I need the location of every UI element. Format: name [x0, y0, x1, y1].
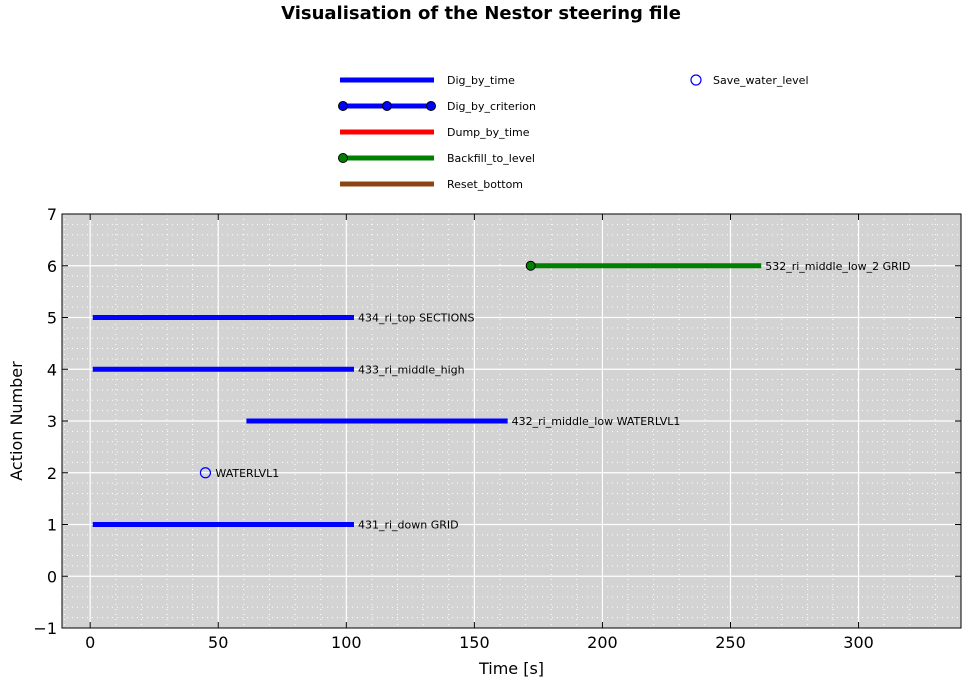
legend-marker — [338, 153, 348, 163]
x-tick-label: 100 — [331, 633, 362, 652]
y-tick-label: −1 — [33, 619, 57, 638]
series-label: 433_ri_middle_high — [358, 363, 465, 376]
y-tick-label: 0 — [47, 567, 57, 586]
legend-label: Dig_by_time — [447, 74, 515, 87]
x-tick-label: 0 — [85, 633, 95, 652]
x-axis-label: Time [s] — [478, 659, 544, 678]
y-tick-label: 6 — [47, 257, 57, 276]
legend-label: Backfill_to_level — [447, 152, 535, 165]
action-start-marker — [525, 260, 536, 271]
y-tick-label: 4 — [47, 360, 57, 379]
legend-label: Dump_by_time — [447, 126, 530, 139]
series-label: 532_ri_middle_low_2 GRID — [765, 260, 910, 273]
minor-grid — [62, 214, 961, 628]
x-tick-label: 150 — [459, 633, 490, 652]
legend-marker — [338, 101, 348, 111]
y-tick-label: 7 — [47, 205, 57, 224]
water-level-marker — [199, 467, 212, 479]
legend-label: Save_water_level — [713, 74, 809, 87]
series-label: WATERLVL1 — [215, 467, 279, 480]
chart-title: Visualisation of the Nestor steering fil… — [281, 3, 681, 24]
legend-marker — [690, 74, 702, 86]
y-tick-label: 3 — [47, 412, 57, 431]
legend-label: Dig_by_criterion — [447, 100, 536, 113]
y-axis-label: Action Number — [7, 361, 26, 481]
y-tick-label: 1 — [47, 516, 57, 535]
x-tick-label: 250 — [715, 633, 746, 652]
x-tick-label: 200 — [587, 633, 618, 652]
legend-marker — [426, 101, 436, 111]
y-tick-label: 2 — [47, 464, 57, 483]
series-label: 434_ri_top SECTIONS — [358, 312, 475, 325]
legend-marker — [382, 101, 392, 111]
legend: Dig_by_time Dig_by_criterion Dump_by_time B… — [338, 74, 809, 191]
x-tick-label: 50 — [208, 633, 228, 652]
series-label: 432_ri_middle_low WATERLVL1 — [512, 415, 681, 428]
series-label: 431_ri_down GRID — [358, 519, 459, 532]
legend-label: Reset_bottom — [447, 178, 523, 191]
y-tick-label: 5 — [47, 309, 57, 328]
axis-ticks: 0 50 100 150 200 250 300 −1 0 1 2 3 4 5 6 7 — [33, 205, 961, 652]
x-tick-label: 300 — [843, 633, 874, 652]
series-layer: 431_ri_down GRID WATERLVL1 432_ri_middle_l… — [92, 260, 911, 532]
